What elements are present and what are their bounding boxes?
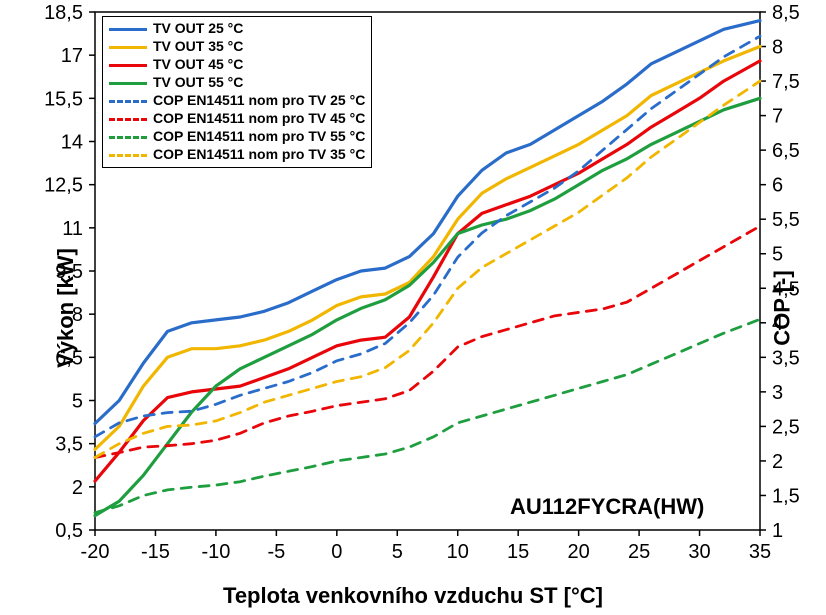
x-tick-label: 15 <box>507 541 529 563</box>
legend-item-cop55: COP EN14511 nom pro TV 55 °C <box>109 128 365 146</box>
legend-item-tv45: TV OUT 45 °C <box>109 56 365 74</box>
y-right-tick-label: 3,5 <box>772 347 800 369</box>
legend-swatch <box>109 82 147 85</box>
legend-swatch <box>109 100 147 103</box>
x-tick-label: 20 <box>568 541 590 563</box>
x-tick-label: 25 <box>628 541 650 563</box>
y-right-tick-label: 6,5 <box>772 140 800 162</box>
y-right-tick-label: 3 <box>772 382 783 404</box>
x-tick-label: 30 <box>688 541 710 563</box>
y-right-tick-label: 7 <box>772 106 783 128</box>
y-right-tick-label: 2,5 <box>772 416 800 438</box>
legend-swatch <box>109 64 147 67</box>
legend-swatch <box>109 136 147 139</box>
x-tick-label: -5 <box>267 541 285 563</box>
y-right-tick-label: 8 <box>772 37 783 59</box>
y-right-tick-label: 5 <box>772 244 783 266</box>
y-left-tick-label: 3,5 <box>55 434 83 456</box>
legend-label: COP EN14511 nom pro TV 35 °C <box>153 146 365 164</box>
legend-item-tv35: TV OUT 35 °C <box>109 38 365 56</box>
x-tick-label: -15 <box>141 541 170 563</box>
y-left-tick-label: 17 <box>61 45 83 67</box>
legend-swatch <box>109 118 147 121</box>
y-left-tick-label: 14 <box>61 132 83 154</box>
y-left-tick-label: 2 <box>72 477 83 499</box>
y-left-tick-label: 5 <box>72 391 83 413</box>
legend-label: COP EN14511 nom pro TV 25 °C <box>153 92 365 110</box>
x-tick-label: 0 <box>331 541 342 563</box>
legend-label: TV OUT 35 °C <box>153 38 243 56</box>
x-tick-label: 5 <box>392 541 403 563</box>
legend-label: COP EN14511 nom pro TV 45 °C <box>153 110 365 128</box>
legend-swatch <box>109 46 147 49</box>
y-left-tick-label: 18,5 <box>44 2 83 24</box>
x-tick-label: -10 <box>201 541 230 563</box>
legend: TV OUT 25 °CTV OUT 35 °CTV OUT 45 °CTV O… <box>102 16 372 168</box>
legend-item-cop45: COP EN14511 nom pro TV 45 °C <box>109 110 365 128</box>
y-left-tick-label: 11 <box>62 218 83 240</box>
legend-label: TV OUT 45 °C <box>153 56 243 74</box>
legend-item-tv25: TV OUT 25 °C <box>109 20 365 38</box>
x-tick-label: 10 <box>447 541 469 563</box>
legend-label: TV OUT 55 °C <box>153 74 243 92</box>
y-right-tick-label: 8,5 <box>772 2 800 24</box>
chart-container: -20-15-10-5051015202530350,523,556,589,5… <box>0 0 826 615</box>
legend-swatch <box>109 28 147 31</box>
model-label: AU112FYCRA(HW) <box>510 494 704 520</box>
y-left-tick-label: 0,5 <box>55 520 83 542</box>
y-right-tick-label: 1 <box>772 520 783 542</box>
legend-item-tv55: TV OUT 55 °C <box>109 74 365 92</box>
y-right-tick-label: 2 <box>772 451 783 473</box>
y-right-tick-label: 1,5 <box>772 485 800 507</box>
y-right-axis-label: COP [-] <box>769 270 795 345</box>
y-right-tick-label: 5,5 <box>772 209 800 231</box>
x-tick-label: -20 <box>81 541 110 563</box>
legend-swatch <box>109 154 147 157</box>
legend-label: TV OUT 25 °C <box>153 20 243 38</box>
legend-item-cop25: COP EN14511 nom pro TV 25 °C <box>109 92 365 110</box>
y-left-tick-label: 12,5 <box>44 175 83 197</box>
x-axis-label: Teplota venkovního vzduchu ST [°C] <box>0 583 826 609</box>
legend-item-cop35: COP EN14511 nom pro TV 35 °C <box>109 146 365 164</box>
y-left-tick-label: 15,5 <box>44 88 83 110</box>
y-right-tick-label: 7,5 <box>772 71 800 93</box>
y-left-axis-label: Výkon [kW] <box>53 248 79 368</box>
legend-label: COP EN14511 nom pro TV 55 °C <box>153 128 365 146</box>
y-right-tick-label: 6 <box>772 175 783 197</box>
x-tick-label: 35 <box>749 541 771 563</box>
